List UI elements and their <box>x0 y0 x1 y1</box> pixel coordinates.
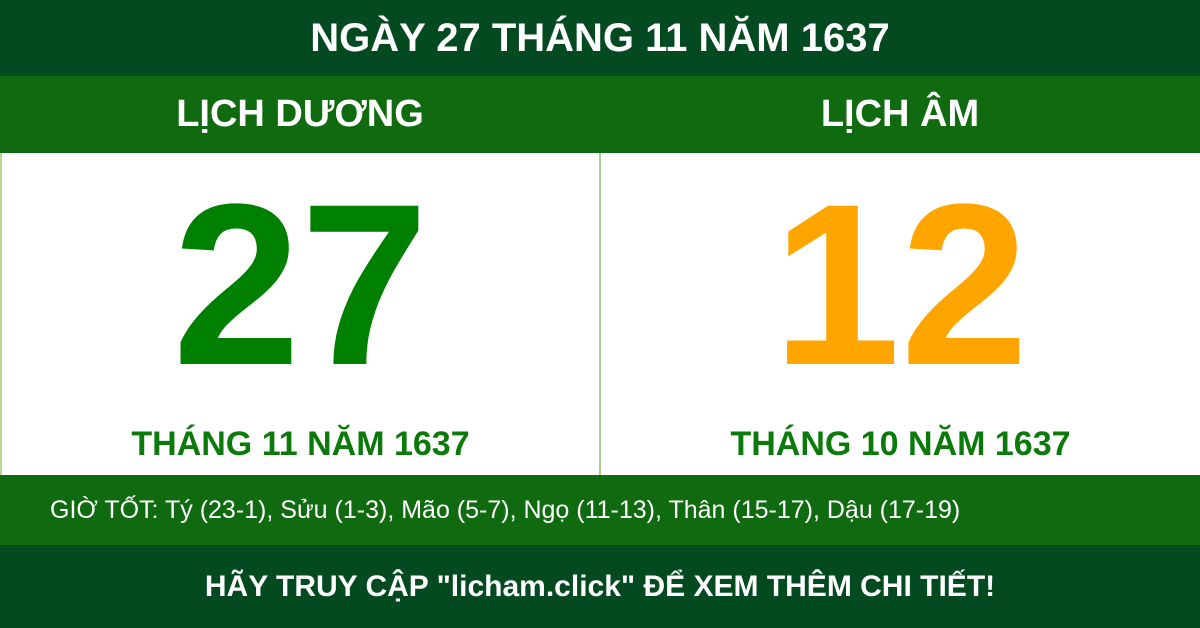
lunar-panel: 12 THÁNG 10 NĂM 1637 <box>601 153 1200 475</box>
solar-month-year: THÁNG 11 NĂM 1637 <box>131 425 470 463</box>
solar-heading: LỊCH DƯƠNG <box>176 93 424 135</box>
lunar-day: 12 <box>772 156 1029 413</box>
footer-cta: HÃY TRUY CẬP "licham.click" ĐỂ XEM THÊM … <box>0 545 1200 628</box>
good-hours: GIỜ TỐT: Tý (23-1), Sửu (1-3), Mão (5-7)… <box>0 475 1200 545</box>
lunar-month-year: THÁNG 10 NĂM 1637 <box>730 425 1071 463</box>
calendar-headings: LỊCH DƯƠNG LỊCH ÂM <box>0 76 1200 153</box>
page-title: NGÀY 27 THÁNG 11 NĂM 1637 <box>0 0 1200 76</box>
divider <box>599 153 601 475</box>
solar-day: 27 <box>172 156 429 413</box>
lunar-heading: LỊCH ÂM <box>820 93 980 135</box>
solar-panel: 27 THÁNG 11 NĂM 1637 <box>0 153 599 475</box>
